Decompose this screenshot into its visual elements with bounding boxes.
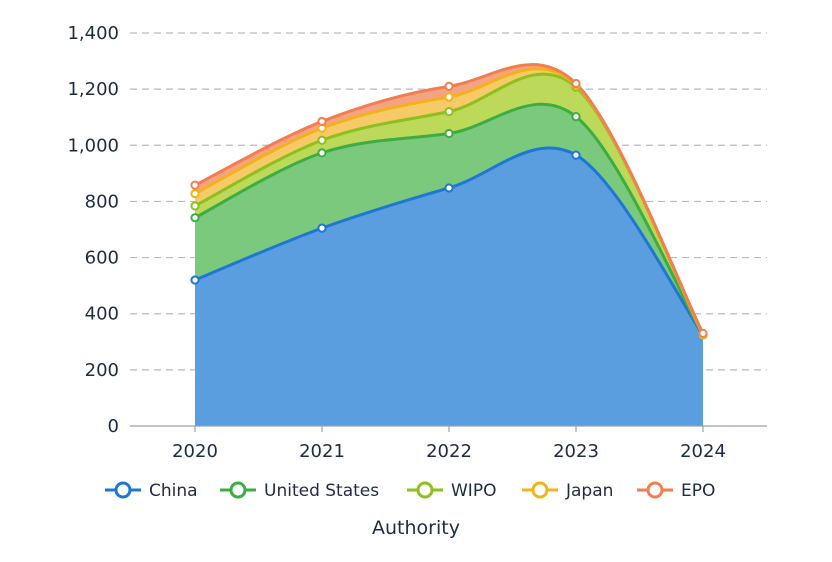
legend-marker-icon [648, 483, 662, 497]
legend-marker-icon [231, 483, 245, 497]
legend-marker-icon [533, 483, 547, 497]
x-tick-label: 2022 [426, 441, 472, 462]
legend-label: EPO [681, 481, 715, 501]
point-japan[interactable] [445, 93, 452, 100]
point-epo[interactable] [699, 330, 706, 337]
y-tick-label: 800 [85, 191, 119, 212]
x-tick-label: 2020 [172, 441, 218, 462]
x-tick-label: 2021 [299, 441, 345, 462]
legend-marker-icon [116, 483, 130, 497]
point-united-states[interactable] [572, 113, 579, 120]
legend-item-china[interactable]: China [105, 481, 198, 501]
y-tick-label: 1,200 [67, 79, 119, 100]
point-wipo[interactable] [445, 108, 452, 115]
point-epo[interactable] [318, 118, 325, 125]
point-united-states[interactable] [318, 149, 325, 156]
x-tick-label: 2024 [680, 441, 726, 462]
y-tick-label: 400 [85, 304, 119, 325]
legend-item-japan[interactable]: Japan [522, 481, 613, 501]
legend: China United States WIPO Japan EPO [105, 481, 715, 501]
point-china[interactable] [572, 152, 579, 159]
legend-marker-icon [418, 483, 432, 497]
y-tick-label: 1,000 [67, 135, 119, 156]
legend-label: China [149, 481, 198, 501]
y-tick-label: 600 [85, 248, 119, 269]
point-china[interactable] [191, 276, 198, 283]
x-axis-title: Authority [372, 517, 460, 539]
point-japan[interactable] [191, 190, 198, 197]
x-tick-label: 2023 [553, 441, 599, 462]
point-united-states[interactable] [191, 214, 198, 221]
point-china[interactable] [318, 225, 325, 232]
legend-label: WIPO [451, 481, 496, 501]
stacked-area-chart: 0 200 400 600 800 1,000 1,200 1,400 2020 2021 2022… [0, 0, 832, 558]
legend-item-united-states[interactable]: United States [220, 481, 379, 501]
series-areas [195, 65, 703, 426]
point-wipo[interactable] [318, 137, 325, 144]
legend-label: United States [264, 481, 379, 501]
point-epo[interactable] [191, 182, 198, 189]
point-epo[interactable] [572, 80, 579, 87]
point-wipo[interactable] [191, 202, 198, 209]
point-china[interactable] [445, 184, 452, 191]
point-epo[interactable] [445, 83, 452, 90]
chart-container: 0 200 400 600 800 1,000 1,200 1,400 2020 2021 2022… [0, 0, 832, 558]
legend-item-epo[interactable]: EPO [637, 481, 715, 501]
legend-item-wipo[interactable]: WIPO [407, 481, 496, 501]
point-united-states[interactable] [445, 130, 452, 137]
y-tick-label: 200 [85, 360, 119, 381]
legend-label: Japan [565, 481, 613, 501]
y-tick-label: 1,400 [67, 23, 119, 44]
y-tick-label: 0 [108, 416, 119, 437]
